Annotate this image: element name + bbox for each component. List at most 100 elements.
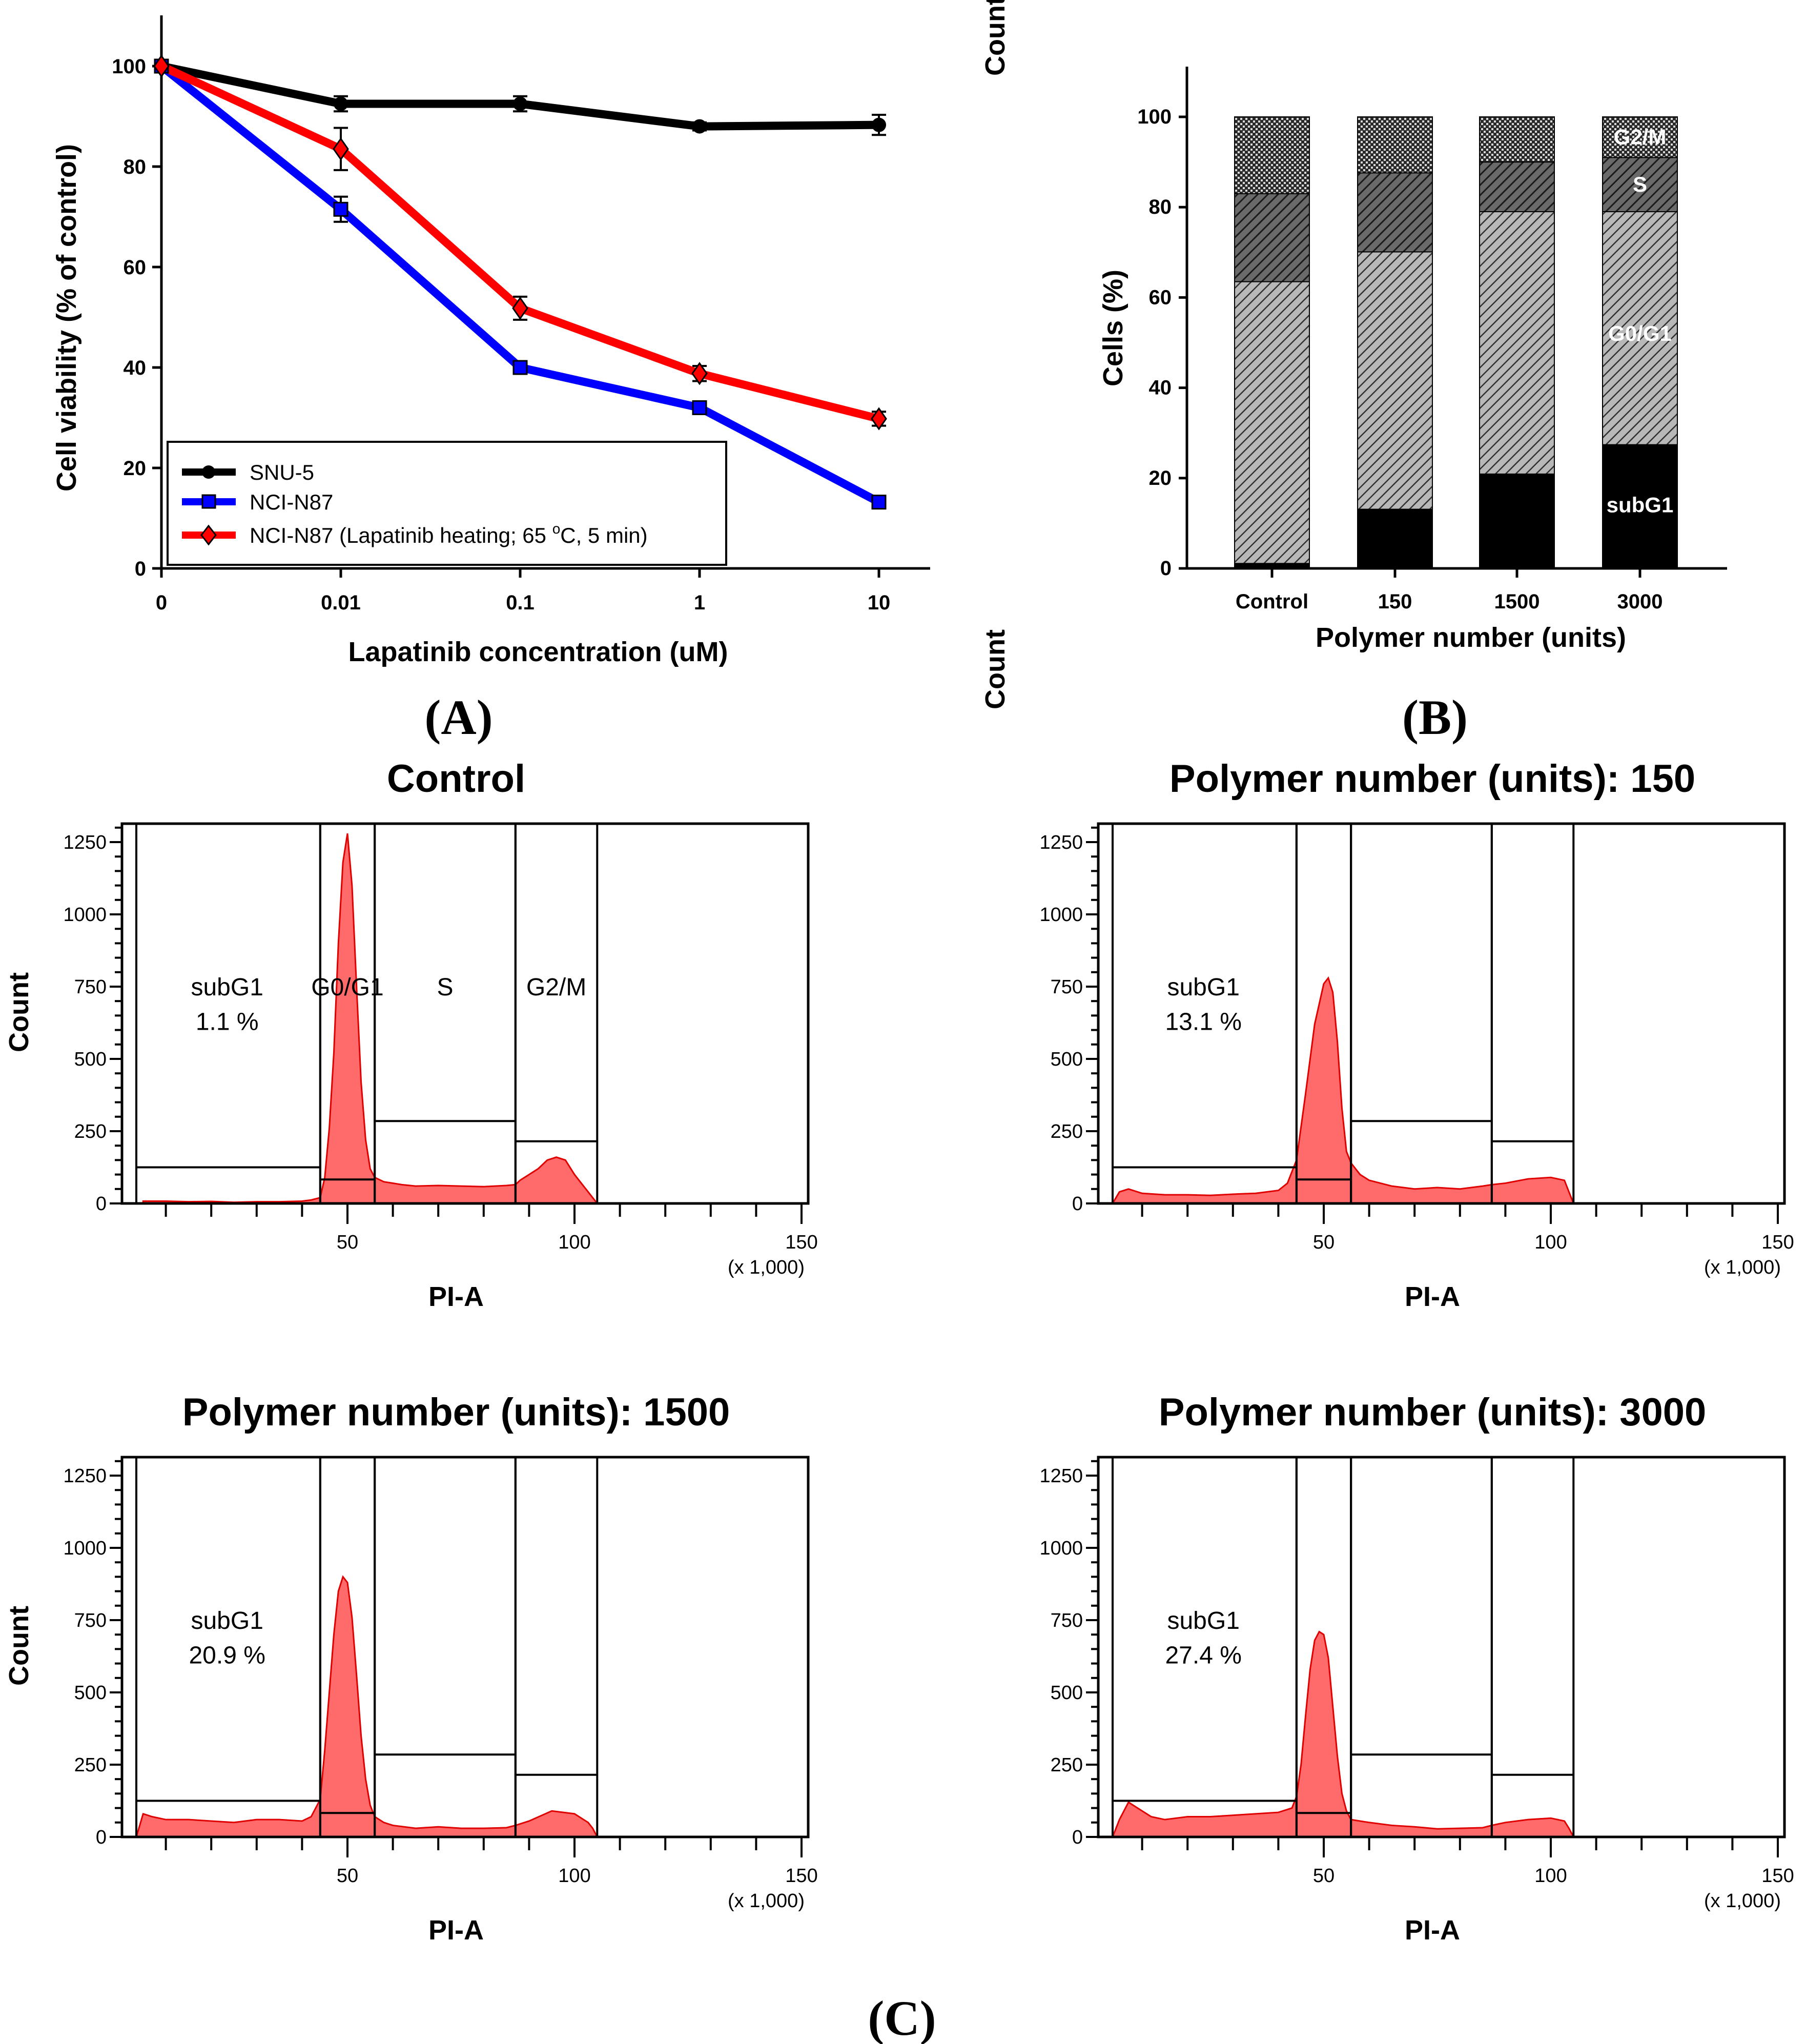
y-tick-label: 750 bbox=[1051, 1610, 1083, 1631]
histogram-area bbox=[135, 1575, 599, 1838]
y-tick-label: 0 bbox=[96, 1193, 107, 1215]
bar-segment-subg1 bbox=[1479, 473, 1555, 569]
bar-segment-g2-m bbox=[1357, 116, 1433, 174]
x-tick-label: 3000 bbox=[1617, 590, 1663, 613]
x-tick-label: 50 bbox=[1313, 1232, 1335, 1253]
gate-label-subg1: subG1 bbox=[191, 1607, 263, 1634]
y-axis-label: Cells (%) bbox=[1098, 270, 1128, 386]
y-axis-label: Count bbox=[980, 0, 1011, 76]
data-point-snu5 bbox=[513, 96, 527, 111]
gate-s bbox=[374, 1457, 517, 1837]
data-point-ncin87-heated bbox=[871, 407, 887, 431]
bar-segment-s bbox=[1234, 193, 1310, 282]
x-tick-label: 0.01 bbox=[321, 591, 361, 614]
y-tick-label: 500 bbox=[1051, 1682, 1083, 1704]
y-tick-label: 1000 bbox=[63, 1538, 107, 1559]
gate-label-subg1: subG1 bbox=[1167, 974, 1239, 1001]
y-axis-label: Count bbox=[4, 1606, 34, 1686]
y-tick-label: 0 bbox=[135, 558, 146, 580]
histogram-area bbox=[142, 833, 599, 1204]
bar-segment-s bbox=[1479, 161, 1555, 213]
y-axis-label: Count bbox=[4, 972, 34, 1052]
gate-s bbox=[1350, 824, 1493, 1203]
y-tick-label: 250 bbox=[1051, 1754, 1083, 1776]
data-point-ncin87 bbox=[692, 400, 707, 415]
y-tick-label: 1250 bbox=[63, 832, 107, 853]
bar-segment-g2-m bbox=[1602, 116, 1678, 158]
bar-segment-g2-m bbox=[1234, 116, 1310, 194]
data-point-ncin87-heated bbox=[153, 54, 170, 78]
data-point-ncin87 bbox=[512, 360, 528, 375]
x-tick-label: 100 bbox=[1534, 1232, 1567, 1253]
x-tick-label: Control bbox=[1236, 590, 1308, 613]
data-point-ncin87-heated bbox=[333, 137, 349, 161]
x-unit-note: (x 1,000) bbox=[728, 1890, 805, 1912]
data-point-snu5 bbox=[872, 117, 886, 132]
y-tick-label: 250 bbox=[74, 1121, 107, 1142]
y-tick-label: 60 bbox=[1149, 286, 1172, 309]
x-unit-note: (x 1,000) bbox=[1704, 1257, 1781, 1278]
x-axis-label: PI-A bbox=[1405, 1915, 1460, 1946]
bar-segment-g0-g1 bbox=[1602, 211, 1678, 445]
legend-label-snu5: SNU-5 bbox=[250, 460, 314, 484]
inline-label-g2-m: G2/M bbox=[1614, 125, 1667, 149]
y-tick-label: 1000 bbox=[1039, 904, 1083, 926]
y-tick-label: 1250 bbox=[1039, 1465, 1083, 1487]
y-tick-label: 0 bbox=[1072, 1193, 1083, 1215]
plot-frame bbox=[120, 822, 810, 1205]
data-point-snu5 bbox=[692, 119, 707, 134]
x-tick-label: 100 bbox=[558, 1232, 590, 1253]
gate-g2-m bbox=[1490, 1457, 1575, 1837]
subg1-percentage: 27.4 % bbox=[1165, 1642, 1241, 1669]
y-tick-label: 500 bbox=[1051, 1049, 1083, 1070]
y-tick-label: 0 bbox=[1160, 557, 1172, 580]
x-tick-label: 150 bbox=[1378, 590, 1412, 613]
x-tick-label: 50 bbox=[337, 1865, 358, 1887]
x-axis-label: Lapatinib concentration (uM) bbox=[348, 637, 728, 667]
legend-marker-snu5 bbox=[202, 465, 215, 479]
histogram-area bbox=[1111, 1630, 1575, 1838]
panel-label-c: (C) bbox=[868, 1991, 936, 2044]
subg1-percentage: 1.1 % bbox=[196, 1009, 259, 1036]
histogram-panel-2: Polymer number (units): 1500250500750100… bbox=[980, 0, 1794, 1312]
x-tick-label: 0.1 bbox=[506, 591, 535, 614]
x-tick-label: 100 bbox=[1534, 1865, 1567, 1887]
panel-b-stacked-bar-chart: Control 150 1500 3000 0 20 40 60 80 100 G2/M S G0/G… bbox=[1098, 67, 1727, 745]
y-tick-label: 750 bbox=[74, 1610, 107, 1631]
gate-g2-m bbox=[514, 824, 599, 1203]
y-tick-label: 1250 bbox=[63, 1465, 107, 1487]
y-tick-label: 750 bbox=[1051, 976, 1083, 998]
bar-segment-g0-g1 bbox=[1357, 251, 1433, 510]
x-tick-label: 100 bbox=[558, 1865, 590, 1887]
y-tick-label: 80 bbox=[124, 156, 147, 178]
y-tick-label: 1000 bbox=[1039, 1538, 1083, 1559]
x-tick-label: 50 bbox=[1313, 1865, 1335, 1887]
plot-frame bbox=[120, 1456, 810, 1838]
x-axis-label: Polymer number (units) bbox=[1316, 622, 1626, 653]
x-tick-label: 150 bbox=[1761, 1232, 1794, 1253]
panel-a-line-chart: 0 20 40 60 80 100 0 0.01 0.1 1 10 SNU-5 NCI-N87 NC… bbox=[51, 15, 930, 745]
subg1-percentage: 13.1 % bbox=[1165, 1009, 1241, 1036]
series-line-1 bbox=[159, 63, 881, 506]
x-tick-label: 0 bbox=[156, 591, 167, 614]
x-unit-note: (x 1,000) bbox=[1704, 1890, 1781, 1912]
legend-label-ncin87: NCI-N87 bbox=[250, 490, 333, 514]
histogram-title: Polymer number (units): 3000 bbox=[1159, 1391, 1707, 1434]
histogram-panel-1: Control 0 250 500 750 1000 1250 50 100 150 (x 1,00… bbox=[4, 757, 818, 1312]
gate-s bbox=[1350, 1457, 1493, 1837]
y-tick-label: 500 bbox=[74, 1049, 107, 1070]
legend-marker-ncin87 bbox=[201, 494, 216, 509]
plot-frame bbox=[1097, 1456, 1786, 1838]
panel-label-a: (A) bbox=[424, 690, 492, 745]
bar-segment-g0-g1 bbox=[1234, 281, 1310, 564]
y-tick-label: 20 bbox=[124, 457, 147, 480]
inline-label-subg1: subG1 bbox=[1607, 493, 1674, 517]
bar-segment-subg1 bbox=[1602, 444, 1678, 569]
x-tick-label: 10 bbox=[868, 591, 891, 614]
histogram-area bbox=[1111, 976, 1575, 1204]
data-point-ncin87 bbox=[871, 495, 887, 510]
gate-label-subg1: subG1 bbox=[1167, 1607, 1239, 1634]
panel-label-b: (B) bbox=[1402, 690, 1468, 745]
x-tick-label: 1500 bbox=[1494, 590, 1540, 613]
